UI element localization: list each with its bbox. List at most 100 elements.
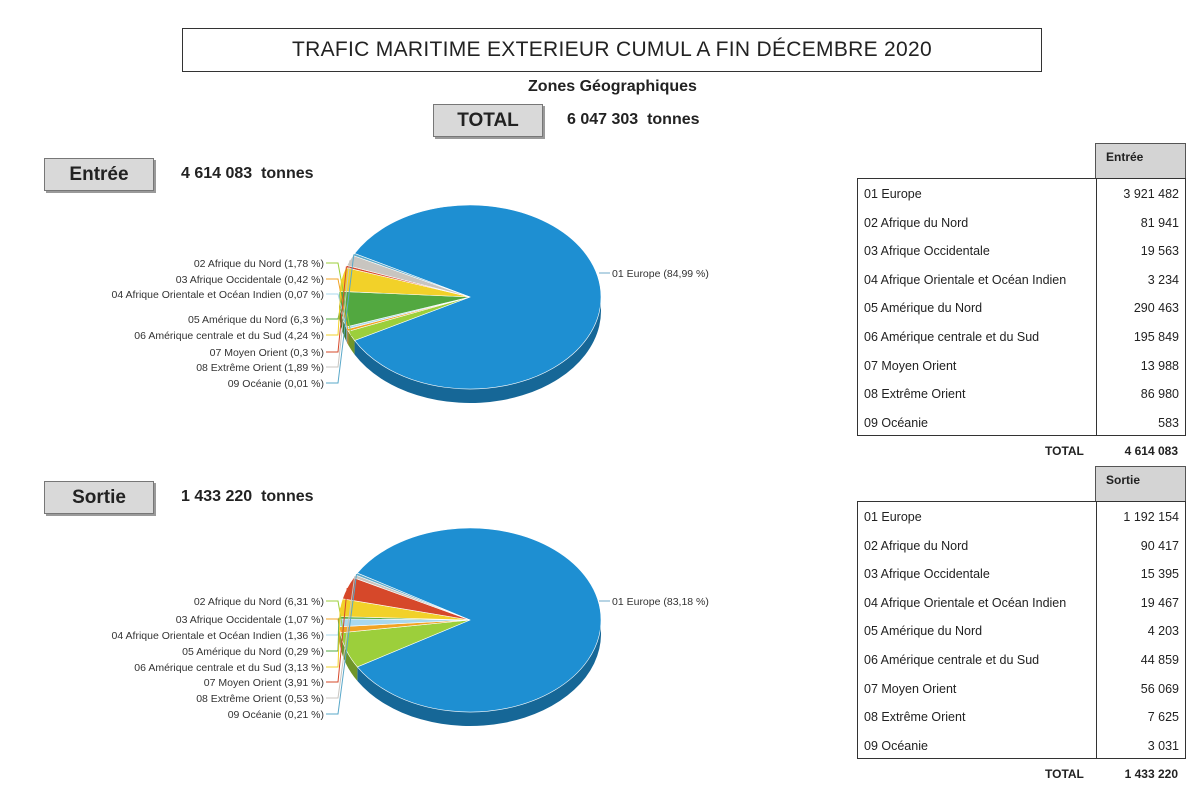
pie-label-1: 01 Europe (84,99 %) (612, 268, 709, 280)
table-row: 03 Afrique Occidentale 15 395 (858, 559, 1185, 588)
table-row: 06 Amérique centrale et du Sud 44 859 (858, 645, 1185, 674)
table-cell-value: 15 395 (1140, 567, 1179, 582)
pie-slice-1 (356, 527, 602, 713)
table-row: 01 Europe 1 192 154 (858, 502, 1185, 531)
pie-label-3: 03 Afrique Occidentale (1,07 %) (176, 614, 324, 626)
table-cell-value: 19 467 (1140, 595, 1179, 610)
leader-line (326, 607, 341, 668)
table-cell-value: 583 (1158, 415, 1179, 430)
table-cell-value: 3 234 (1147, 272, 1179, 287)
pie-label-4: 04 Afrique Orientale et Océan Indien (1,… (112, 630, 324, 642)
page-title: TRAFIC MARITIME EXTERIEUR CUMUL A FIN DÉ… (182, 28, 1042, 72)
table-row: 08 Extrême Orient 86 980 (858, 379, 1185, 408)
table-divider (1096, 179, 1097, 435)
pie-label-9: 09 Océanie (0,01 %) (228, 378, 324, 390)
table-cell-value: 290 463 (1133, 301, 1179, 316)
table-row: 06 Amérique centrale et du Sud 195 849 (858, 322, 1185, 351)
pie-label-1: 01 Europe (83,18 %) (612, 596, 709, 608)
table-cell-label: 08 Extrême Orient (864, 710, 966, 725)
table-cell-label: 02 Afrique du Nord (864, 215, 969, 230)
pie-label-6: 06 Amérique centrale et du Sud (3,13 %) (134, 662, 324, 674)
entree-pie-chart: 01 Europe (84,99 %) 02 Afrique du Nord (1… (112, 204, 709, 403)
leader-line (326, 266, 347, 353)
table-row: 07 Moyen Orient 13 988 (858, 351, 1185, 380)
pie-slice-side (357, 620, 601, 726)
sortie-pie-chart: 01 Europe (83,18 %) 02 Afrique du Nord (6… (112, 527, 709, 726)
leader-line (326, 600, 347, 651)
leader-line (326, 622, 340, 636)
table-cell-label: 07 Moyen Orient (864, 681, 957, 696)
leader-line (326, 309, 341, 320)
table-cell-label: 06 Amérique centrale et du Sud (864, 653, 1040, 667)
pie-label-7: 07 Moyen Orient (3,91 %) (204, 677, 324, 689)
table-cell-value: 4 203 (1147, 624, 1179, 639)
leader-line (326, 617, 340, 652)
table-cell-label: 04 Afrique Orientale et Océan Indien (864, 595, 1067, 610)
leader-line (326, 254, 355, 384)
table-row: 02 Afrique du Nord 81 941 (858, 208, 1185, 237)
table-row: 01 Europe 3 921 482 (858, 179, 1185, 208)
table-cell-label: 07 Moyen Orient (864, 358, 957, 373)
table-cell-value: 44 859 (1140, 653, 1179, 667)
sortie-table-total-value: 1 433 220 (1124, 767, 1178, 781)
table-row: 05 Amérique du Nord 290 463 (858, 293, 1185, 322)
subtitle: Zones Géographiques (528, 78, 697, 95)
table-cell-label: 03 Afrique Occidentale (864, 567, 990, 582)
table-cell-label: 03 Afrique Occidentale (864, 244, 990, 259)
table-cell-label: 09 Océanie (864, 738, 928, 753)
pie-slice-side (348, 331, 355, 355)
table-row: 05 Amérique du Nord 4 203 (858, 616, 1185, 645)
entree-table-header: Entrée (1095, 143, 1186, 179)
leader-line (326, 279, 342, 336)
table-cell-label: 08 Extrême Orient (864, 387, 966, 402)
sortie-table: 01 Europe 1 192 154 02 Afrique du Nord 90 4… (857, 501, 1186, 759)
table-cell-label: 02 Afrique du Nord (864, 538, 969, 553)
table-cell-value: 195 849 (1133, 330, 1179, 344)
leader-line (326, 573, 358, 715)
pie-slice-side (340, 632, 358, 681)
table-row: 08 Extrême Orient 7 625 (858, 702, 1185, 731)
leader-line (326, 618, 341, 630)
leader-line (326, 587, 348, 683)
table-row: 04 Afrique Orientale et Océan Indien 19 4… (858, 588, 1185, 617)
table-cell-label: 01 Europe (864, 510, 922, 524)
table-row: 09 Océanie 583 (858, 408, 1185, 437)
table-cell-label: 09 Océanie (864, 415, 928, 430)
total-badge: TOTAL (433, 104, 543, 137)
pie-label-6: 06 Amérique centrale et du Sud (4,24 %) (134, 330, 324, 342)
pie-label-8: 08 Extrême Orient (1,89 %) (196, 362, 324, 374)
pie-slice-1 (354, 204, 602, 390)
entree-badge: Entrée (44, 158, 154, 191)
pie-slice-side (346, 326, 348, 343)
table-divider (1096, 502, 1097, 758)
pie-label-5: 05 Amérique du Nord (6,3 %) (188, 314, 324, 326)
pie-label-2: 02 Afrique du Nord (6,31 %) (194, 596, 324, 608)
table-row: 04 Afrique Orientale et Océan Indien 3 23… (858, 265, 1185, 294)
leader-line (326, 576, 356, 699)
pie-label-3: 03 Afrique Occidentale (0,42 %) (176, 274, 324, 286)
table-cell-label: 04 Afrique Orientale et Océan Indien (864, 272, 1067, 287)
table-row: 07 Moyen Orient 56 069 (858, 674, 1185, 703)
table-row: 02 Afrique du Nord 90 417 (858, 531, 1185, 560)
pie-label-5: 05 Amérique du Nord (0,29 %) (182, 646, 324, 658)
table-cell-value: 90 417 (1140, 538, 1179, 553)
leader-line (326, 260, 351, 368)
table-cell-label: 01 Europe (864, 187, 922, 201)
total-value: 6 047 303 tonnes (567, 111, 700, 128)
table-cell-value: 3 921 482 (1123, 187, 1179, 201)
table-cell-label: 05 Amérique du Nord (864, 624, 983, 639)
entree-table: 01 Europe 3 921 482 02 Afrique du Nord 81 9… (857, 178, 1186, 436)
entree-table-total-label: TOTAL (1045, 444, 1084, 458)
sortie-table-total-label: TOTAL (1045, 767, 1084, 781)
table-cell-value: 19 563 (1140, 244, 1179, 259)
pie-label-7: 07 Moyen Orient (0,3 %) (210, 347, 324, 359)
table-cell-label: 06 Amérique centrale et du Sud (864, 330, 1040, 344)
sortie-table-header: Sortie (1095, 466, 1186, 502)
table-cell-value: 81 941 (1140, 215, 1179, 230)
table-cell-label: 05 Amérique du Nord (864, 301, 983, 316)
table-cell-value: 13 988 (1140, 358, 1179, 373)
pie-label-8: 08 Extrême Orient (0,53 %) (196, 693, 324, 705)
table-row: 03 Afrique Occidentale 19 563 (858, 236, 1185, 265)
table-cell-value: 56 069 (1140, 681, 1179, 696)
